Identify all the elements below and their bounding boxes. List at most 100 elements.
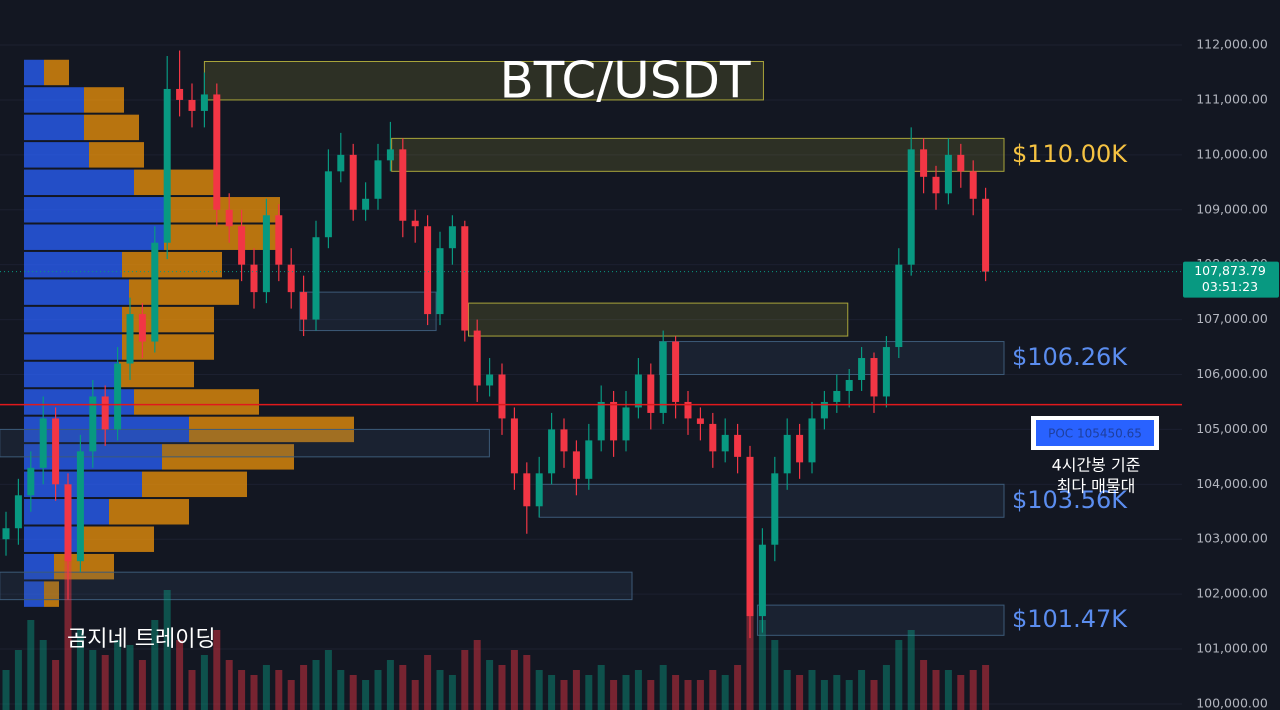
candle-body: [696, 418, 704, 424]
volume-bar: [238, 670, 246, 710]
candle-body: [982, 198, 990, 272]
candle-body: [238, 226, 246, 265]
profile-buy: [24, 361, 119, 388]
profile-buy: [24, 334, 122, 360]
candle-body: [548, 429, 556, 474]
candle-body: [114, 363, 122, 430]
volume-bar: [622, 675, 630, 710]
candle-body: [659, 341, 667, 413]
candle-body: [882, 347, 890, 397]
zone: [658, 341, 1005, 375]
volume-bar: [188, 670, 196, 710]
volume-bar: [374, 670, 382, 710]
zone-label: $101.47K: [1012, 605, 1128, 633]
last-price-box: [1183, 261, 1279, 298]
profile-sell: [142, 471, 247, 498]
volume-bar: [213, 630, 221, 710]
profile-buy: [24, 581, 44, 607]
y-tick-label: 103,000.00: [1196, 531, 1268, 546]
volume-bar: [436, 670, 444, 710]
candle-body: [250, 264, 258, 293]
profile-sell: [122, 251, 222, 278]
candle-body: [448, 226, 456, 249]
volume-bar: [262, 665, 270, 710]
volume-bar: [771, 640, 779, 710]
volume-bar: [461, 650, 469, 710]
volume-bar: [523, 655, 531, 710]
candle-body: [634, 374, 642, 408]
y-tick-label: 106,000.00: [1196, 366, 1268, 381]
y-tick-label: 107,000.00: [1196, 311, 1268, 326]
candle-body: [585, 440, 593, 479]
profile-buy: [24, 87, 84, 113]
volume-bar: [783, 670, 791, 710]
volume-bar: [250, 675, 258, 710]
zone: [391, 137, 1005, 172]
volume-bar: [696, 680, 704, 710]
volume-bar: [473, 640, 481, 710]
candle-body: [684, 401, 692, 419]
candle-body: [858, 358, 866, 380]
candle-body: [461, 226, 469, 331]
volume-bar: [287, 680, 295, 710]
candle-body: [957, 154, 965, 172]
candle-body: [845, 379, 853, 391]
poc-note: 4시간봉 기준: [1052, 456, 1141, 475]
volume-bar: [275, 670, 283, 710]
volume-bar: [151, 620, 159, 710]
profile-buy: [24, 142, 89, 168]
candle-body: [820, 401, 828, 419]
profile-sell: [109, 499, 189, 525]
volume-bar: [176, 640, 184, 710]
candle-body: [486, 374, 494, 386]
volume-bar: [734, 665, 742, 710]
volume-bar: [548, 675, 556, 710]
candle-body: [399, 149, 407, 221]
volume-bar: [957, 675, 965, 710]
countdown: 03:51:23: [1202, 279, 1258, 294]
volume-bar: [64, 560, 72, 710]
candle-body: [411, 220, 419, 227]
volume-bar: [721, 675, 729, 710]
profile-buy: [24, 306, 122, 333]
volume-bar: [560, 680, 568, 710]
profile-sell: [119, 361, 194, 388]
candle-body: [833, 390, 841, 402]
volume-bar: [510, 650, 518, 710]
volume-bar: [944, 670, 952, 710]
zone-label: $103.56K: [1012, 486, 1128, 514]
volume-bar: [39, 640, 47, 710]
volume-bar: [647, 680, 655, 710]
volume-bar: [535, 670, 543, 710]
candle-body: [672, 341, 680, 402]
candle-body: [473, 330, 481, 386]
candle-body: [783, 434, 791, 474]
candle-body: [622, 407, 630, 441]
volume-bar: [225, 660, 233, 710]
profile-buy: [24, 59, 44, 86]
profile-buy: [24, 197, 165, 223]
candle-body: [510, 418, 518, 474]
volume-bar: [386, 660, 394, 710]
volume-bar: [845, 680, 853, 710]
volume-bar: [362, 680, 370, 710]
volume-bar: [634, 670, 642, 710]
candle-body: [14, 495, 22, 529]
zone: [203, 61, 764, 101]
zone-label: $110.00K: [1012, 140, 1128, 168]
candle-body: [2, 528, 10, 540]
volume-bar: [27, 620, 35, 710]
volume-bar: [585, 675, 593, 710]
profile-sell: [134, 169, 214, 196]
candle-body: [324, 171, 332, 238]
volume-bar: [758, 620, 766, 710]
volume-bar: [76, 630, 84, 710]
profile-sell: [79, 526, 154, 552]
candle-body: [944, 154, 952, 194]
watermark: 곰지네 트레이딩: [67, 627, 216, 652]
profile-sell: [54, 553, 114, 580]
candle-body: [709, 423, 717, 452]
candle-body: [138, 314, 146, 342]
volume-bar: [101, 655, 109, 710]
candle-body: [597, 401, 605, 441]
